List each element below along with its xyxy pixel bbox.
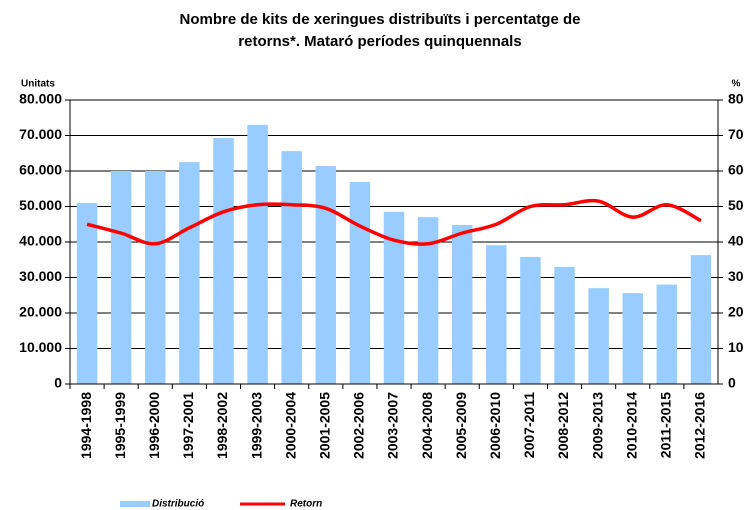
bar	[213, 137, 234, 384]
x-tick-label: 1994-1998	[78, 392, 94, 459]
chart-title: Nombre de kits de xeringues distribuïts …	[180, 11, 581, 28]
bar	[451, 224, 473, 384]
bar	[281, 151, 302, 384]
x-tick-label: 2012-2016	[692, 392, 708, 459]
y-tick-label: 30.000	[19, 268, 62, 284]
y-axis-title: Unitats	[21, 79, 55, 90]
x-tick-label: 2002-2006	[351, 392, 367, 459]
y2-tick-label: 10	[728, 339, 744, 355]
y2-tick-label: 60	[728, 162, 744, 178]
chart-title: retorns*. Mataró períodes quinquennals	[238, 33, 521, 50]
x-tick-label: 1996-2000	[146, 392, 162, 459]
y2-tick-label: 50	[728, 197, 744, 213]
x-tick-label: 2005-2009	[453, 392, 469, 459]
x-tick-label: 2008-2012	[555, 392, 571, 459]
y2-axis-title: %	[732, 79, 741, 90]
line	[86, 198, 702, 246]
legend-swatch	[120, 501, 150, 507]
x-tick-label: 1999-2003	[248, 392, 264, 459]
y-tick-label: 20.000	[19, 304, 62, 320]
y2-tick-label: 70	[728, 126, 744, 142]
y2-tick-label: 0	[728, 375, 736, 391]
bar	[315, 166, 337, 384]
x-tick-label: 1997-2001	[180, 392, 196, 459]
x-tick-label: 2004-2008	[419, 392, 435, 459]
x-tick-label: 2011-2015	[658, 392, 674, 458]
bar	[76, 202, 98, 384]
y-tick-label: 50.000	[19, 197, 62, 213]
bar	[588, 288, 609, 384]
y-tick-label: 70.000	[19, 126, 62, 142]
y2-tick-label: 40	[728, 233, 744, 249]
x-tick-label: 2003-2007	[385, 392, 401, 459]
x-tick-label: 2001-2005	[316, 392, 332, 459]
bar	[145, 171, 166, 384]
y-tick-label: 10.000	[19, 339, 62, 355]
x-tick-label: 2010-2014	[623, 392, 639, 459]
x-tick-label: 2000-2004	[282, 392, 298, 459]
x-tick-label: 2009-2013	[589, 392, 605, 459]
bar	[622, 293, 643, 384]
bar	[179, 162, 200, 384]
y-tick-label: 40.000	[19, 233, 62, 249]
y-tick-label: 60.000	[19, 162, 62, 178]
legend-label: Retorn	[290, 499, 322, 510]
bar	[520, 256, 541, 384]
x-tick-label: 2006-2010	[487, 392, 503, 459]
bar	[690, 255, 712, 384]
y-tick-label: 80.000	[19, 91, 62, 107]
y2-tick-label: 80	[728, 91, 744, 107]
bar	[554, 266, 575, 384]
legend-label: Distribució	[152, 499, 204, 510]
y2-tick-label: 30	[728, 268, 744, 284]
x-tick-label: 2007-2011	[521, 392, 537, 458]
bar	[349, 182, 371, 384]
x-tick-label: 1998-2002	[214, 392, 230, 459]
bar	[247, 124, 268, 384]
bar	[383, 211, 405, 384]
bar	[656, 284, 678, 384]
bar	[417, 217, 439, 384]
y2-tick-label: 20	[728, 304, 744, 320]
x-tick-label: 1995-1999	[112, 392, 128, 459]
bar	[110, 171, 132, 384]
y-tick-label: 0	[54, 375, 62, 391]
bar	[486, 245, 507, 384]
